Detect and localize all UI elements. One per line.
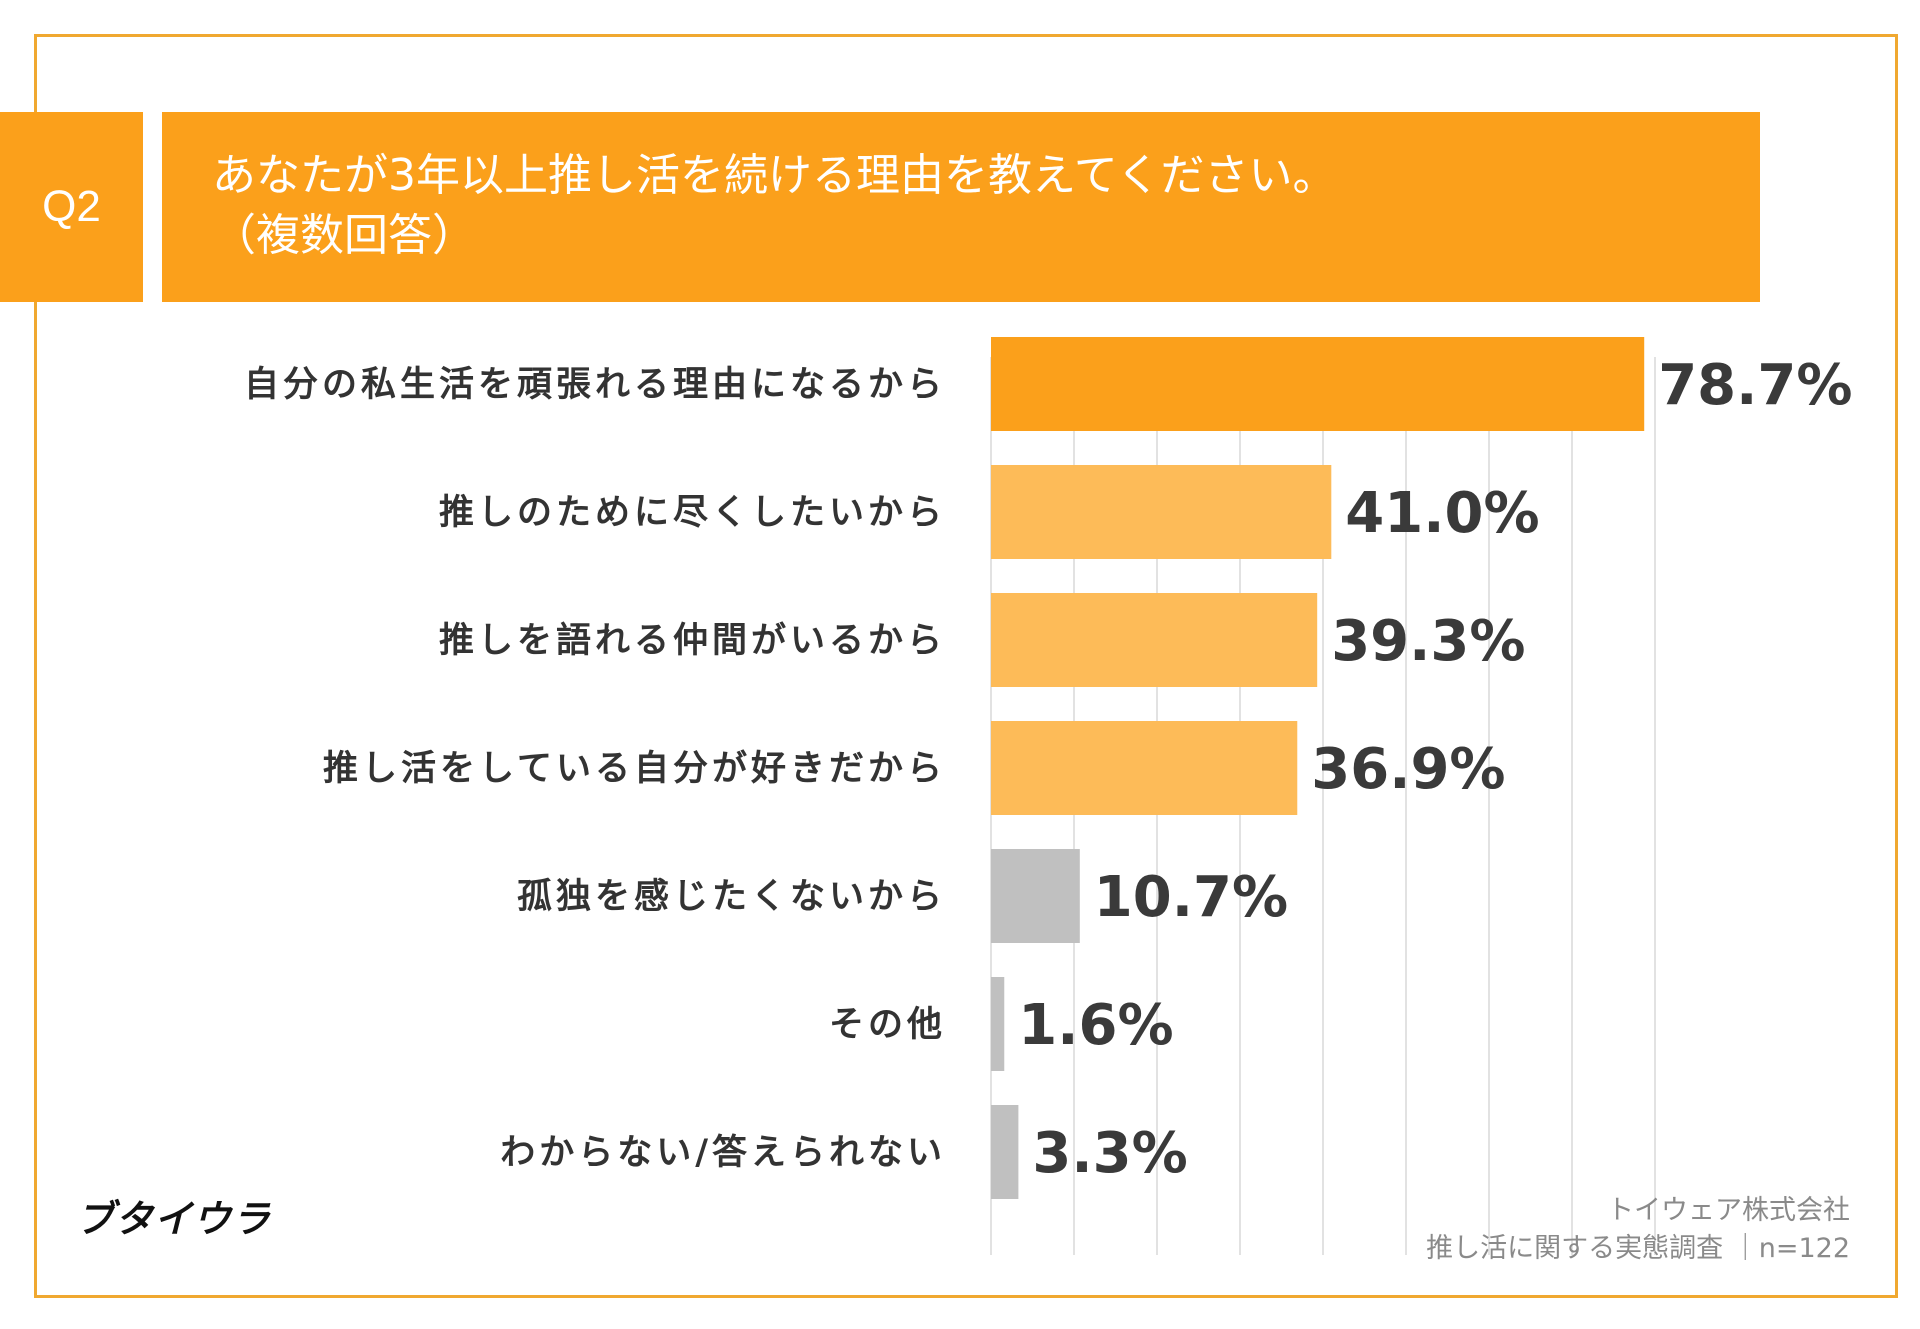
value-label: 78.7% [1658, 353, 1852, 418]
bar-layer [991, 337, 1645, 1199]
bar [991, 1105, 1019, 1199]
bar [991, 849, 1080, 943]
source-company: トイウェア株式会社 [1607, 1195, 1850, 1226]
category-label: わからない/答えられない [500, 1133, 946, 1173]
chart-title-line2: （複数回答） [212, 210, 476, 261]
category-label: 孤独を感じたくないから [517, 877, 946, 917]
bar [991, 977, 1005, 1071]
category-label: 推し活をしている自分が好きだから [323, 749, 946, 789]
title-box: あなたが3年以上推し活を続ける理由を教えてください。 （複数回答） [162, 112, 1760, 302]
category-label: 推しを語れる仲間がいるから [439, 621, 946, 661]
value-label: 36.9% [1311, 737, 1505, 802]
value-label: 41.0% [1345, 481, 1539, 546]
bar [991, 465, 1332, 559]
category-label: 自分の私生活を頑張れる理由になるから [244, 365, 946, 405]
source-survey: 推し活に関する実態調査 ｜n=122 [1426, 1233, 1850, 1264]
bar [991, 721, 1298, 815]
value-label-layer: 78.7% 41.0% 39.3% 36.9% 10.7% 1.6% 3.3% [1018, 353, 1852, 1186]
category-label: 推しのために尽くしたいから [439, 493, 946, 533]
bar [991, 593, 1318, 687]
question-badge: Q2 [0, 112, 143, 302]
bar [991, 337, 1645, 431]
source-note: トイウェア株式会社 推し活に関する実態調査 ｜n=122 [1426, 1192, 1850, 1268]
category-label: その他 [829, 1005, 946, 1045]
value-label: 10.7% [1094, 865, 1288, 930]
category-label-layer: 自分の私生活を頑張れる理由になるから推しのために尽くしたいから推しを語れる仲間が… [244, 365, 946, 1173]
brand-logo: ブタイウラ [76, 1197, 272, 1241]
value-label: 39.3% [1331, 609, 1525, 674]
value-label: 1.6% [1018, 993, 1173, 1058]
chart-frame [34, 34, 1898, 1298]
chart-title-line1: あなたが3年以上推し活を続ける理由を教えてください。 [212, 150, 1337, 201]
value-label: 3.3% [1032, 1121, 1187, 1186]
